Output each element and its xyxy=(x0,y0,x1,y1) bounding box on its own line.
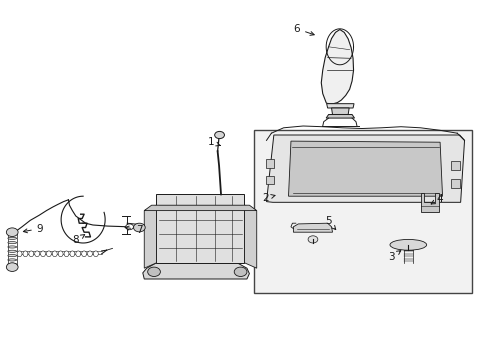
Text: 1: 1 xyxy=(207,137,220,147)
Text: 4: 4 xyxy=(430,194,443,204)
Polygon shape xyxy=(144,205,156,268)
Ellipse shape xyxy=(76,251,81,257)
Circle shape xyxy=(6,228,18,237)
FancyBboxPatch shape xyxy=(450,179,459,188)
Text: 3: 3 xyxy=(387,251,400,262)
Polygon shape xyxy=(420,193,438,212)
FancyBboxPatch shape xyxy=(450,161,459,170)
Ellipse shape xyxy=(8,259,17,261)
Polygon shape xyxy=(321,30,353,104)
Text: 8: 8 xyxy=(72,235,84,246)
Polygon shape xyxy=(288,141,442,196)
Ellipse shape xyxy=(35,251,40,257)
Circle shape xyxy=(125,224,133,230)
Polygon shape xyxy=(325,114,354,118)
Ellipse shape xyxy=(64,251,69,257)
Ellipse shape xyxy=(41,251,45,257)
Polygon shape xyxy=(144,205,256,211)
Circle shape xyxy=(307,236,317,243)
Polygon shape xyxy=(326,104,353,108)
Ellipse shape xyxy=(8,233,17,235)
Ellipse shape xyxy=(8,263,17,265)
Ellipse shape xyxy=(8,242,17,244)
Circle shape xyxy=(234,267,246,276)
Ellipse shape xyxy=(8,250,17,252)
Polygon shape xyxy=(266,135,464,202)
Polygon shape xyxy=(244,205,256,268)
Ellipse shape xyxy=(17,251,22,257)
Circle shape xyxy=(6,263,18,271)
Text: 9: 9 xyxy=(23,224,43,234)
Ellipse shape xyxy=(87,251,92,257)
FancyBboxPatch shape xyxy=(265,159,274,168)
Polygon shape xyxy=(156,194,244,263)
Ellipse shape xyxy=(52,251,57,257)
Ellipse shape xyxy=(389,239,426,250)
Polygon shape xyxy=(293,223,332,232)
Ellipse shape xyxy=(29,251,34,257)
Ellipse shape xyxy=(8,237,17,239)
Ellipse shape xyxy=(8,255,17,257)
Ellipse shape xyxy=(46,251,51,257)
Text: 6: 6 xyxy=(293,24,314,35)
Ellipse shape xyxy=(23,251,28,257)
Circle shape xyxy=(147,267,160,276)
Polygon shape xyxy=(142,263,249,279)
Ellipse shape xyxy=(8,246,17,248)
Text: 7: 7 xyxy=(125,225,142,235)
Text: 2: 2 xyxy=(262,193,274,203)
Ellipse shape xyxy=(93,251,98,257)
Ellipse shape xyxy=(81,251,86,257)
Circle shape xyxy=(214,131,224,139)
Circle shape xyxy=(133,223,145,232)
Ellipse shape xyxy=(70,251,75,257)
Ellipse shape xyxy=(58,251,63,257)
FancyBboxPatch shape xyxy=(254,130,471,293)
Text: 5: 5 xyxy=(325,216,335,230)
FancyBboxPatch shape xyxy=(265,176,274,184)
Polygon shape xyxy=(331,108,348,114)
